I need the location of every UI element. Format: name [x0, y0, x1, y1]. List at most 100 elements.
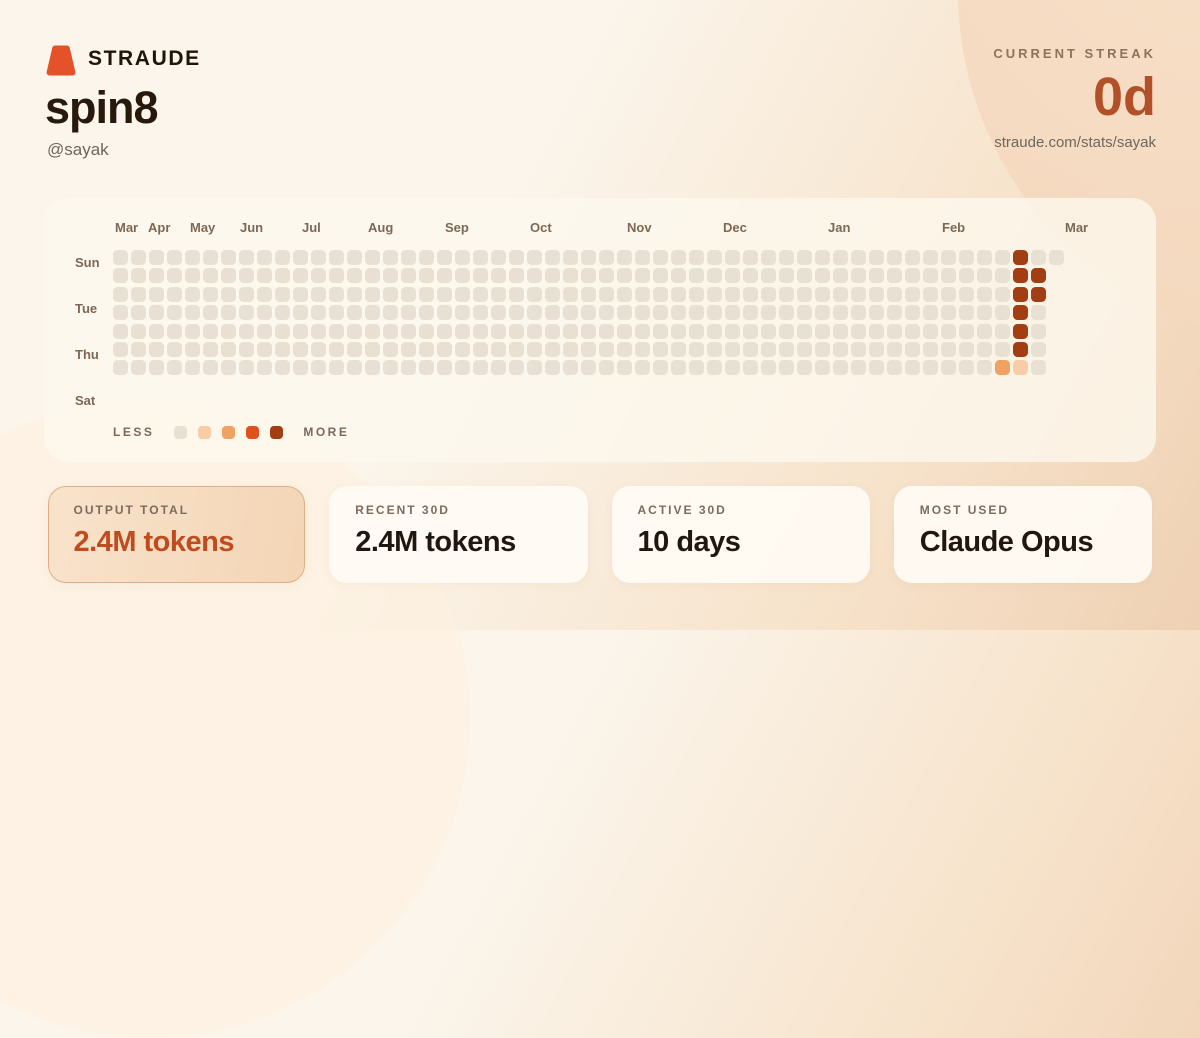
heatmap-cell [941, 323, 956, 339]
heatmap-cell [311, 342, 326, 357]
heatmap-cell [527, 305, 542, 321]
heatmap-cell [185, 268, 200, 284]
heatmap-cell [293, 342, 308, 357]
heatmap-cell [311, 250, 326, 265]
heatmap-cell [779, 286, 794, 302]
heatmap-cell [167, 305, 182, 321]
heatmap-cell [185, 360, 200, 376]
heatmap-cell [509, 286, 524, 302]
heatmap-cell [923, 286, 938, 302]
stat-card-output-total: OUTPUT TOTAL 2.4M tokens [48, 486, 306, 583]
heatmap-cell [725, 268, 740, 284]
heatmap-cell [167, 286, 182, 302]
heatmap-cell [959, 286, 974, 302]
heatmap-cell [401, 323, 416, 339]
heatmap-cell [329, 305, 344, 321]
heatmap-cell [959, 250, 974, 265]
heatmap-cell [617, 342, 632, 357]
heatmap-cell [581, 268, 596, 284]
heatmap-cell [635, 286, 650, 302]
heatmap-cell [509, 360, 524, 376]
heatmap-cell [905, 250, 920, 265]
heatmap-cell [761, 268, 776, 284]
heatmap-cell [653, 360, 668, 376]
heatmap-cell [941, 342, 956, 357]
heatmap-cell [977, 286, 992, 302]
heatmap-cell [1031, 250, 1046, 265]
heatmap-cell [887, 305, 902, 321]
heatmap-cell [725, 250, 740, 265]
heatmap-cell [221, 323, 236, 339]
heatmap-cell [851, 360, 866, 376]
heatmap-cell [185, 305, 200, 321]
heatmap-cell [653, 286, 668, 302]
streak-block: CURRENT STREAK 0d straude.com/stats/saya… [993, 46, 1156, 151]
heatmap-cell [365, 305, 380, 321]
heatmap-cell [833, 286, 848, 302]
heatmap-cell [1013, 305, 1028, 321]
heatmap-cell [383, 342, 398, 357]
heatmap-cell [545, 305, 560, 321]
heatmap-cell [473, 305, 488, 321]
month-label: Dec [723, 220, 747, 235]
heatmap-cell [653, 250, 668, 265]
heatmap-cell [707, 305, 722, 321]
heatmap-cell [581, 323, 596, 339]
heatmap-cell [563, 342, 578, 357]
heatmap-cell [923, 323, 938, 339]
heatmap-cell [185, 250, 200, 265]
heatmap-cell [923, 268, 938, 284]
heatmap-cell [347, 250, 362, 265]
heatmap-cell [527, 268, 542, 284]
heatmap-cell [419, 268, 434, 284]
heatmap-cell [707, 342, 722, 357]
heatmap-cell [797, 268, 812, 284]
heatmap-cell [167, 250, 182, 265]
heatmap-cell [833, 360, 848, 376]
heatmap-cell [185, 342, 200, 357]
heatmap-cell [689, 305, 704, 321]
heatmap-cell [779, 250, 794, 265]
heatmap-cell [221, 250, 236, 265]
heatmap-cell [617, 250, 632, 265]
heatmap-cell [743, 323, 758, 339]
heatmap-cell [275, 286, 290, 302]
streak-label: CURRENT STREAK [993, 46, 1156, 61]
month-label: Jul [302, 220, 321, 235]
heatmap-cell [437, 305, 452, 321]
heatmap-cell [887, 268, 902, 284]
heatmap-cell [887, 286, 902, 302]
heatmap-cell [887, 250, 902, 265]
heatmap-cell [995, 342, 1010, 357]
heatmap-cell [671, 305, 686, 321]
heatmap-cell [185, 323, 200, 339]
day-label: Thu [75, 347, 99, 362]
heatmap-cell [815, 360, 830, 376]
heatmap-cell [635, 323, 650, 339]
heatmap-cell [653, 323, 668, 339]
heatmap-cell [437, 250, 452, 265]
heatmap-cell [563, 250, 578, 265]
heatmap-cell [941, 286, 956, 302]
stat-card-label: OUTPUT TOTAL [73, 502, 190, 517]
heatmap-cell [257, 323, 272, 339]
heatmap-cell [671, 286, 686, 302]
heatmap-cell [995, 323, 1010, 339]
heatmap-legend: LESS MORE [113, 423, 349, 441]
heatmap-cell [491, 250, 506, 265]
stat-card-active-30d: ACTIVE 30D 10 days [611, 486, 870, 583]
heatmap-cell [815, 342, 830, 357]
legend-swatch [246, 425, 260, 439]
heatmap-cell [599, 360, 614, 376]
heatmap-cell [671, 250, 686, 265]
heatmap-cell [329, 286, 344, 302]
heatmap-cell [365, 360, 380, 376]
heatmap-cell [581, 342, 596, 357]
heatmap-cell [419, 250, 434, 265]
heatmap-cell [347, 286, 362, 302]
heatmap-cell [545, 323, 560, 339]
heatmap-cell [977, 323, 992, 339]
heatmap-cell [635, 360, 650, 376]
heatmap-cell [653, 342, 668, 357]
heatmap-cell [761, 360, 776, 376]
